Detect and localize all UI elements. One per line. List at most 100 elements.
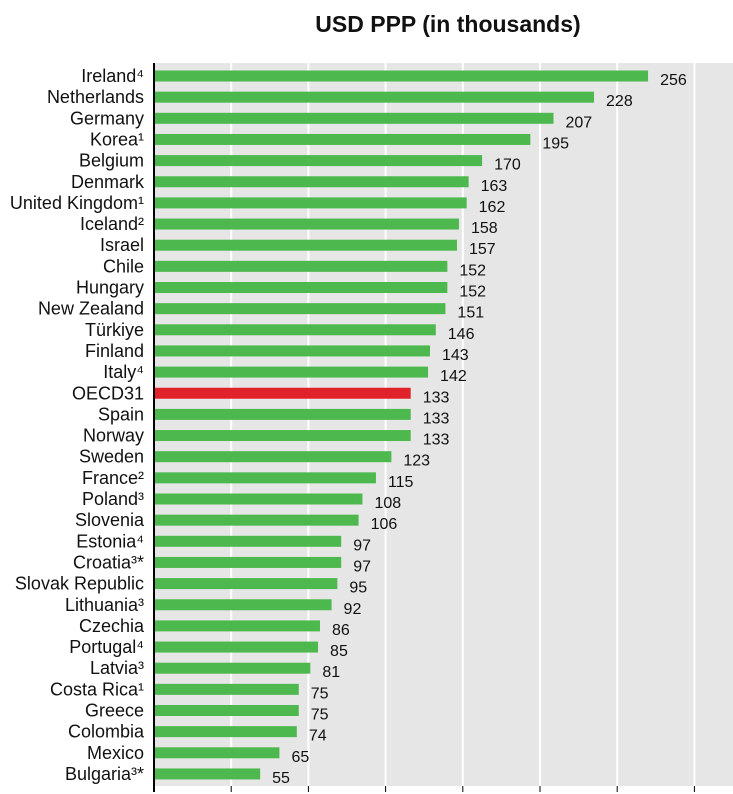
category-label: Colombia [68, 722, 145, 742]
value-label: 106 [371, 516, 398, 533]
value-label: 81 [322, 664, 340, 681]
category-label: Spain [98, 404, 144, 424]
bar [154, 91, 595, 103]
bar [154, 430, 411, 442]
value-label: 95 [349, 580, 367, 597]
bar [154, 345, 430, 357]
category-label: Greece [85, 701, 144, 721]
category-label: Norway [83, 426, 144, 446]
value-label: 115 [388, 474, 414, 491]
bar [154, 176, 469, 188]
value-label: 163 [481, 178, 508, 195]
category-label: Slovenia [75, 510, 145, 530]
category-label: Italy⁴ [103, 362, 144, 382]
value-label: 157 [469, 241, 496, 258]
category-label: United Kingdom¹ [10, 193, 144, 213]
category-label: Türkiye [85, 320, 144, 340]
bar [154, 366, 429, 378]
category-label: Portugal⁴ [69, 637, 144, 657]
value-label: 65 [291, 749, 309, 766]
bar [154, 282, 448, 293]
bar [154, 324, 436, 336]
category-label: Iceland² [80, 214, 144, 234]
bar [154, 599, 332, 611]
value-label: 123 [403, 453, 430, 470]
category-label: Czechia [79, 616, 145, 636]
value-label: 143 [442, 347, 469, 364]
category-label: Costa Rica¹ [50, 679, 144, 699]
value-labels: 256 228 207 195 170 163 162 158 157 152 152 151 146 1… [272, 72, 687, 787]
bar [154, 197, 467, 209]
category-label: Lithuania³ [65, 595, 144, 615]
value-label: 97 [353, 558, 371, 575]
category-label: Latvia³ [90, 658, 144, 678]
value-label: 195 [542, 135, 569, 152]
bar [154, 472, 376, 484]
bar [154, 70, 649, 82]
value-label: 74 [309, 728, 327, 745]
bar [154, 303, 446, 315]
category-label: New Zealand [38, 299, 144, 319]
chart-title: USD PPP (in thousands) [315, 11, 580, 37]
value-label: 170 [494, 157, 521, 174]
bar-highlight [154, 387, 411, 399]
bar [154, 535, 342, 547]
category-label: Hungary [76, 278, 144, 298]
value-label: 146 [448, 326, 475, 343]
bar [154, 451, 392, 463]
value-label: 207 [566, 114, 593, 131]
value-label: 108 [374, 495, 401, 512]
category-label: France² [82, 468, 144, 488]
value-label: 86 [332, 622, 350, 639]
bar [154, 493, 363, 505]
bar [154, 239, 458, 251]
value-label: 228 [606, 93, 633, 110]
value-label: 142 [440, 368, 467, 385]
category-label: Mexico [87, 743, 144, 763]
bar [154, 662, 311, 674]
category-label: Croatia³* [73, 552, 144, 572]
value-label: 97 [353, 537, 371, 554]
value-label: 133 [423, 410, 450, 427]
bar [154, 705, 299, 716]
value-label: 151 [457, 305, 484, 322]
category-label: OECD31 [72, 383, 144, 403]
value-label: 92 [344, 601, 362, 618]
category-label: Slovak Republic [15, 574, 144, 594]
value-label: 162 [479, 199, 506, 216]
value-label: 152 [459, 262, 486, 279]
value-label: 133 [423, 389, 450, 406]
value-label: 75 [311, 685, 329, 702]
bar [154, 620, 320, 632]
bar [154, 747, 280, 759]
category-label: Ireland⁴ [81, 66, 144, 86]
category-label: Bulgaria³* [65, 764, 144, 784]
value-label: 152 [459, 284, 486, 301]
category-label: Netherlands [47, 87, 144, 107]
category-label: Israel [100, 235, 144, 255]
bar [154, 514, 359, 526]
category-label: Poland³ [82, 489, 144, 509]
bar [154, 218, 459, 230]
bar [154, 260, 448, 272]
value-label: 75 [311, 707, 329, 724]
bar [154, 133, 531, 145]
bar [154, 578, 338, 590]
category-label: Sweden [79, 447, 144, 467]
bar [154, 726, 297, 738]
bar [154, 155, 483, 167]
bar [154, 556, 342, 568]
value-label: 85 [330, 643, 348, 660]
category-label: Estonia⁴ [76, 531, 144, 551]
bar [154, 683, 299, 695]
value-label: 55 [272, 770, 290, 787]
bars [154, 70, 649, 780]
category-label: Belgium [79, 151, 144, 171]
bar [154, 112, 554, 124]
bar [154, 641, 319, 653]
bar [154, 768, 261, 780]
x-axis-ticks [230, 786, 695, 792]
category-label: Finland [85, 341, 144, 361]
